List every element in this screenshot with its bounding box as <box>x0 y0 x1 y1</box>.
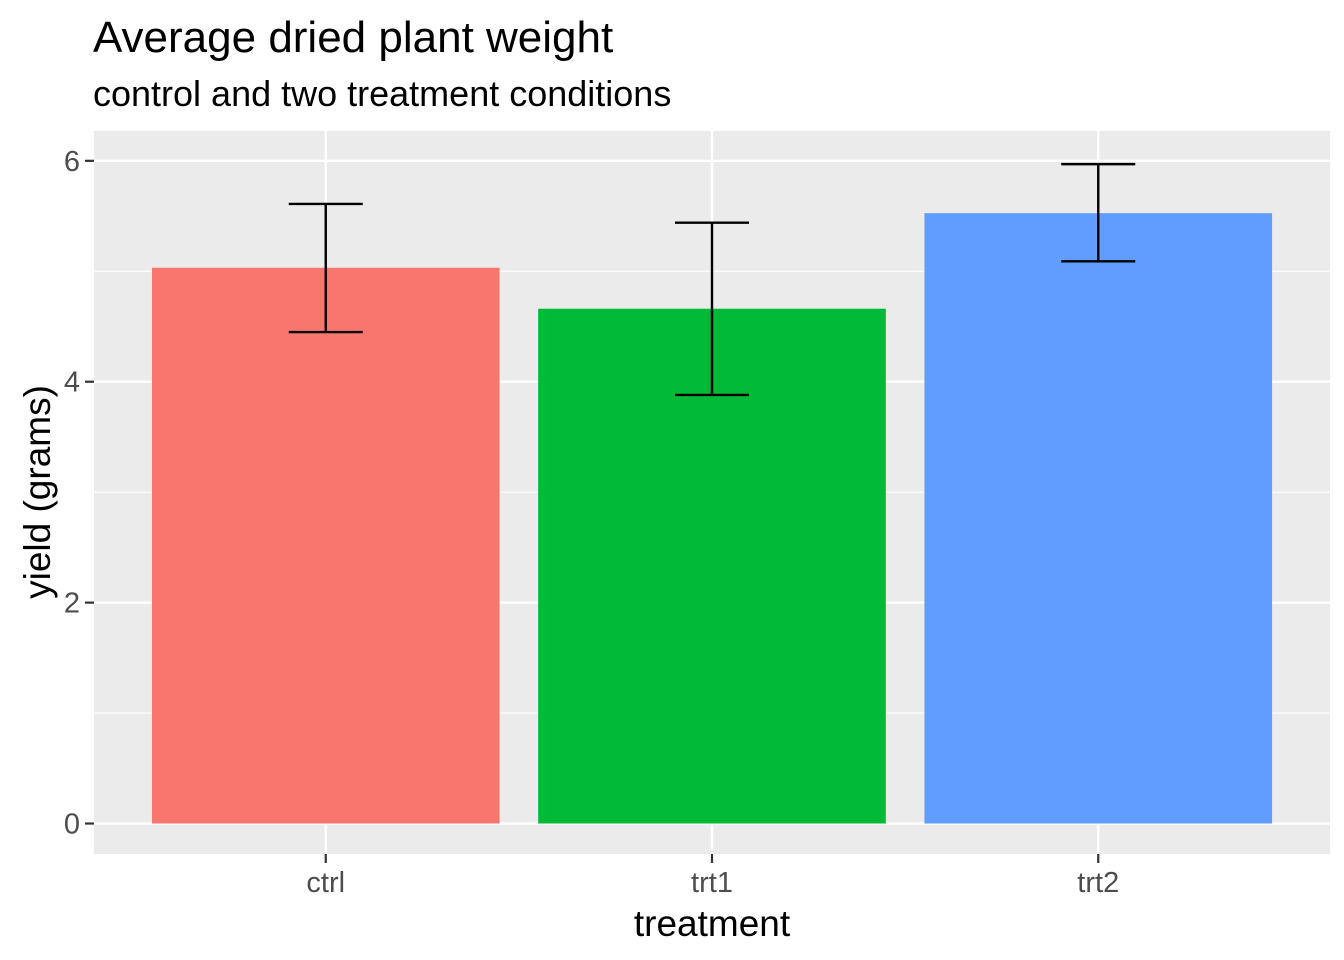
error-bar-trt2 <box>1061 162 1136 263</box>
bar-trt2 <box>924 213 1273 824</box>
y-tick-label: 6 <box>64 146 80 178</box>
x-tick-label-trt1: trt1 <box>691 867 733 899</box>
x-axis-label: treatment <box>634 903 791 944</box>
y-tick-label: 2 <box>64 588 80 620</box>
x-axis: ctrl trt1 trt2 <box>306 854 1119 899</box>
x-tick-label-ctrl: ctrl <box>306 867 345 899</box>
y-tick-label: 4 <box>64 367 80 399</box>
error-bars <box>288 162 1136 397</box>
y-axis-label: yield (grams) <box>17 385 58 599</box>
bars <box>151 213 1273 824</box>
chart-title: Average dried plant weight <box>93 13 613 62</box>
y-axis: 0 2 4 6 <box>64 146 94 841</box>
error-bar-trt1 <box>675 221 749 397</box>
x-tick-label-trt2: trt2 <box>1077 867 1119 899</box>
bar-ctrl <box>151 267 500 824</box>
error-bar-ctrl <box>288 202 363 334</box>
chart-subtitle: control and two treatment conditions <box>93 73 671 114</box>
y-tick-label: 0 <box>64 809 80 841</box>
